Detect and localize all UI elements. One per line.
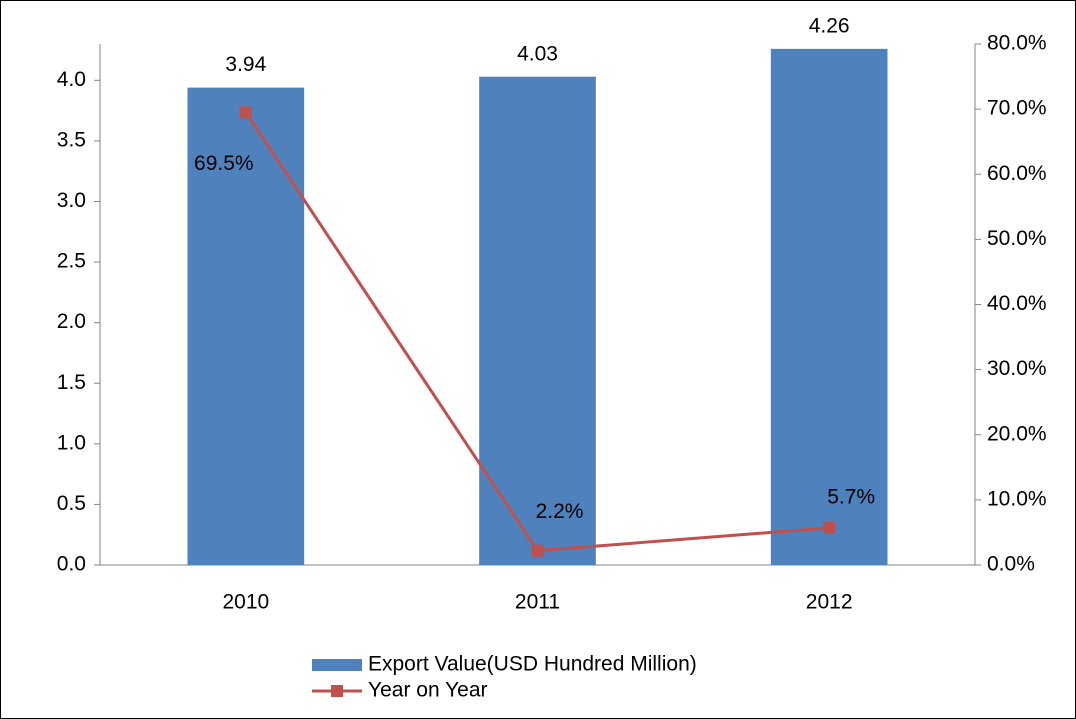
line-value-label: 69.5% [194,152,254,175]
y2-tick-label: 40.0% [987,292,1047,315]
y2-tick-label: 80.0% [987,32,1047,55]
bar-value-label: 3.94 [225,53,266,76]
y-tick-label: 0.5 [57,492,86,515]
y2-tick-label: 20.0% [987,422,1047,445]
bar [187,87,305,566]
legend-label: Year on Year [368,679,488,702]
x-tick-label: 2011 [515,591,560,614]
line-marker [823,521,836,534]
legend-label: Export Value(USD Hundred Million) [368,653,697,676]
legend-swatch-marker [331,685,343,697]
bar-value-label: 4.26 [809,14,850,37]
bar [479,76,596,565]
bar-value-label: 4.03 [517,42,558,65]
y-tick-label: 4.0 [57,68,86,91]
legend-swatch [312,659,362,671]
x-tick-label: 2012 [806,591,853,614]
y2-tick-label: 0.0% [987,553,1035,576]
y2-tick-label: 10.0% [987,487,1047,510]
y2-tick-label: 70.0% [987,97,1047,120]
y2-tick-label: 50.0% [987,227,1047,250]
line-marker [531,544,544,557]
y-tick-label: 3.0 [57,189,86,212]
y-tick-label: 0.0 [57,553,86,576]
line-value-label: 5.7% [827,485,875,508]
y-tick-label: 2.0 [57,310,86,333]
y-tick-label: 2.5 [57,250,86,273]
bar [770,48,888,566]
line-marker [239,106,252,119]
y-tick-label: 3.5 [57,128,86,151]
y-tick-label: 1.0 [57,431,86,454]
y2-tick-label: 60.0% [987,162,1047,185]
line-value-label: 2.2% [536,500,584,523]
y2-tick-label: 30.0% [987,357,1047,380]
y-tick-label: 1.5 [57,371,86,394]
x-tick-label: 2010 [222,591,269,614]
